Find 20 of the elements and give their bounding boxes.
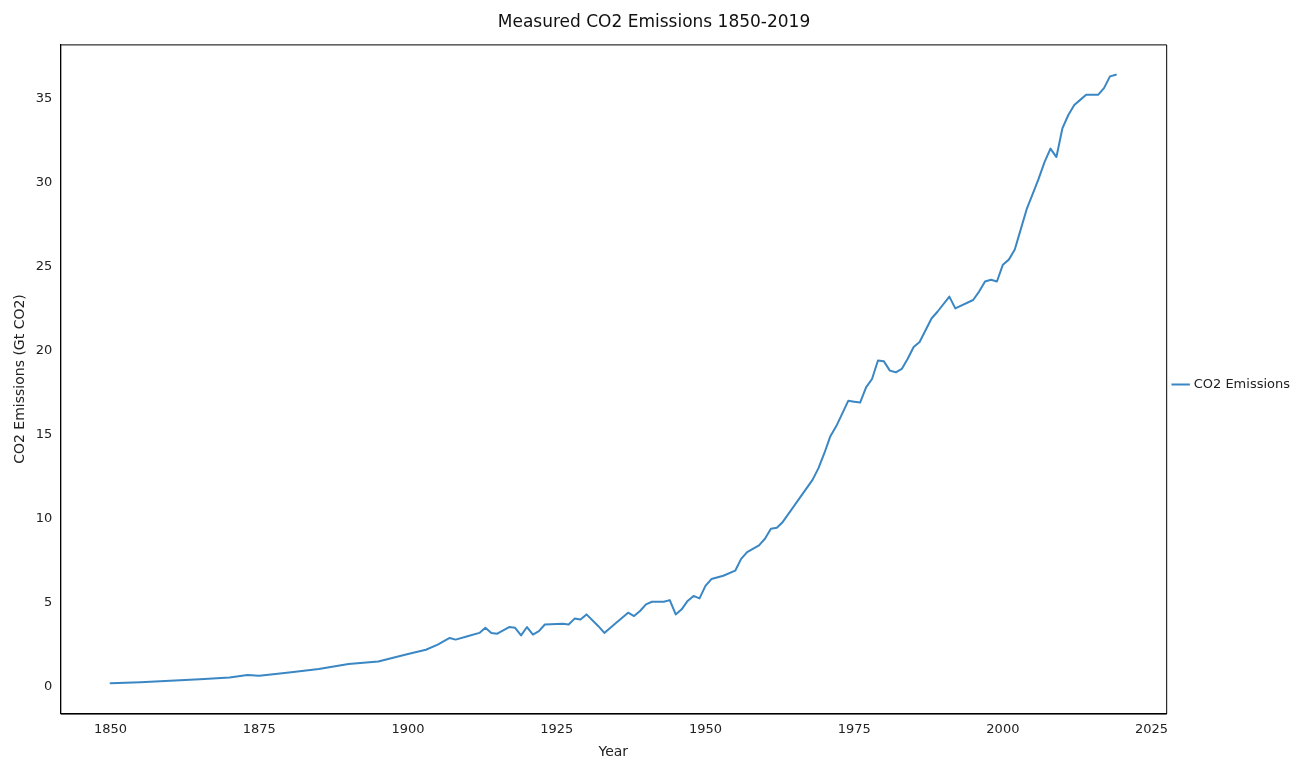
legend-label: CO2 Emissions	[1193, 375, 1291, 391]
x-tick-label: 2000	[986, 720, 1020, 736]
y-tick-label: 10	[35, 509, 53, 525]
x-tick-label: 1875	[242, 720, 276, 736]
x-axis-title: Year	[597, 743, 629, 760]
y-tick-label: 25	[35, 257, 53, 273]
y-tick-label: 30	[35, 173, 53, 189]
x-tick-label: 1975	[837, 720, 871, 736]
y-tick-label: 20	[35, 341, 53, 357]
y-axis-title: CO2 Emissions (Gt CO2)	[11, 294, 28, 464]
x-tick-label: 2025	[1135, 720, 1169, 736]
chart-title: Measured CO2 Emissions 1850-2019	[497, 10, 811, 31]
y-tick-label: 35	[35, 89, 53, 105]
y-tick-label: 5	[44, 594, 53, 609]
x-tick-label: 1850	[94, 720, 128, 736]
y-tick-label: 15	[35, 425, 53, 441]
y-tick-label: 0	[44, 678, 53, 694]
x-tick-label: 1950	[688, 720, 723, 736]
x-tick-label: 1925	[540, 720, 574, 736]
x-tick-label: 1900	[391, 720, 425, 736]
